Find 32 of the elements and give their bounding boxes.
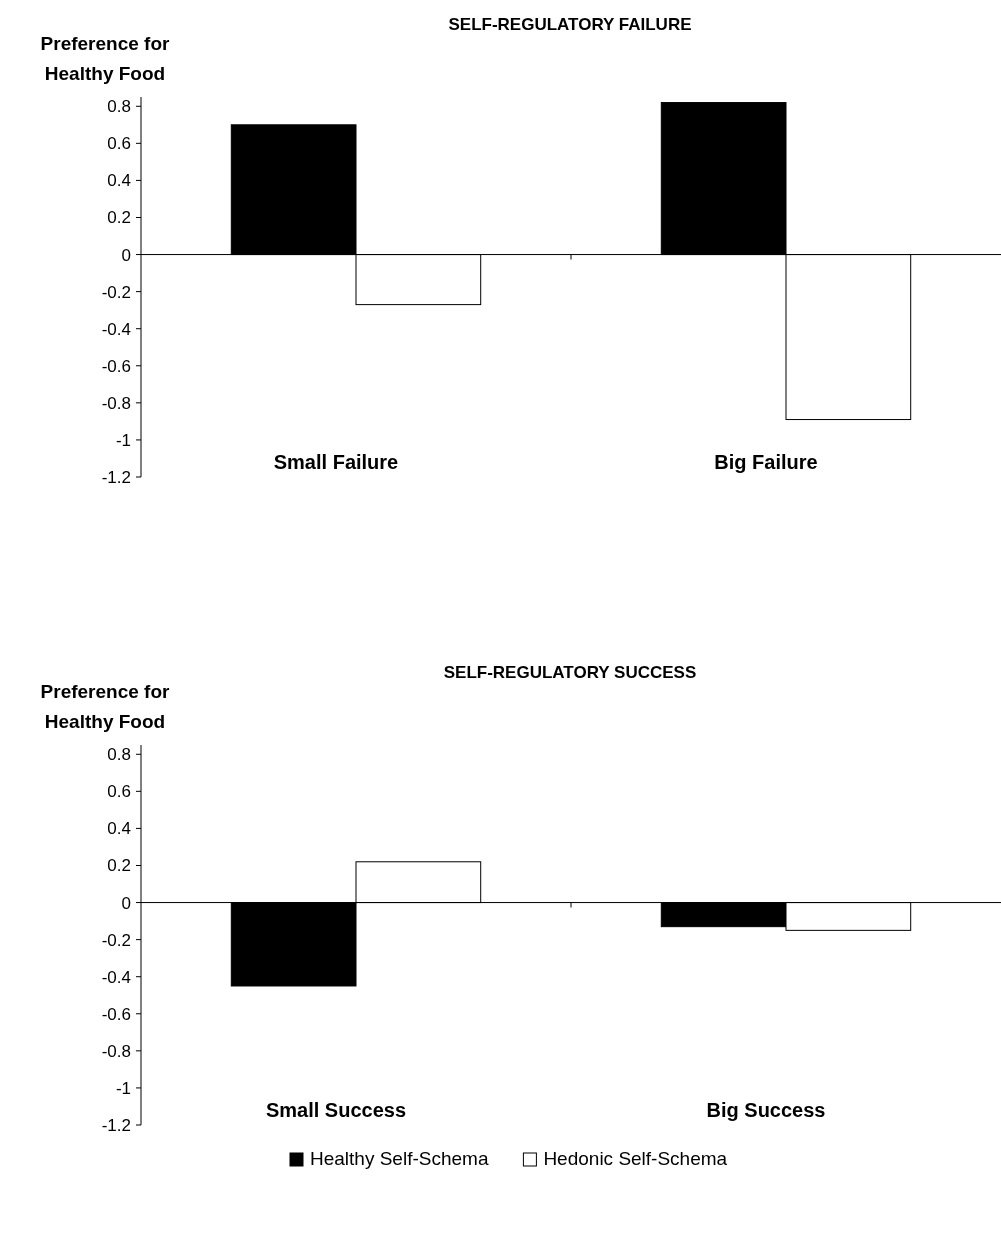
y-tick-label: -0.4 xyxy=(101,319,131,339)
y-tick-label: -1 xyxy=(115,1078,131,1098)
chart-title: SELF-REGULATORY FAILURE xyxy=(448,15,692,34)
legend-label: Hedonic Self-Schema xyxy=(543,1148,728,1169)
chart-title: SELF-REGULATORY SUCCESS xyxy=(443,663,697,682)
y-tick-label: -1 xyxy=(115,430,131,450)
x-tick-label: Small Failure xyxy=(273,451,399,473)
y-tick-label: 0.8 xyxy=(107,97,131,117)
y-tick-label: 0.8 xyxy=(107,745,131,765)
y-tick-label: 0 xyxy=(121,893,131,913)
y-tick-label: -0.4 xyxy=(101,967,131,987)
y-axis-title: Preference for Healthy Food xyxy=(40,681,171,732)
y-tick-label: 0.6 xyxy=(107,782,131,802)
y-tick-label: -0.2 xyxy=(101,930,131,950)
y-tick-label: 0.4 xyxy=(107,171,131,191)
y-tick-label: -1.2 xyxy=(101,467,131,487)
y-tick-label: -0.8 xyxy=(101,393,131,413)
y-tick-label: 0.2 xyxy=(107,208,131,228)
y-tick-label: 0.2 xyxy=(107,856,131,876)
y-tick-label: 0.6 xyxy=(107,134,131,154)
x-tick-label: Big Success xyxy=(706,1099,826,1121)
y-tick-label: -0.6 xyxy=(101,356,131,376)
x-tick-label: Small Success xyxy=(265,1099,407,1121)
y-tick-label: -0.8 xyxy=(101,1041,131,1061)
y-tick-label: -1.2 xyxy=(101,1115,131,1135)
y-axis-title: Preference for Healthy Food xyxy=(40,33,171,84)
y-tick-label: -0.2 xyxy=(101,282,131,302)
y-tick-label: -0.6 xyxy=(101,1004,131,1024)
y-tick-label: 0.4 xyxy=(107,819,131,839)
x-tick-label: Big Failure xyxy=(714,451,818,473)
y-tick-label: 0 xyxy=(121,245,131,265)
legend-label: Healthy Self-Schema xyxy=(310,1148,489,1169)
